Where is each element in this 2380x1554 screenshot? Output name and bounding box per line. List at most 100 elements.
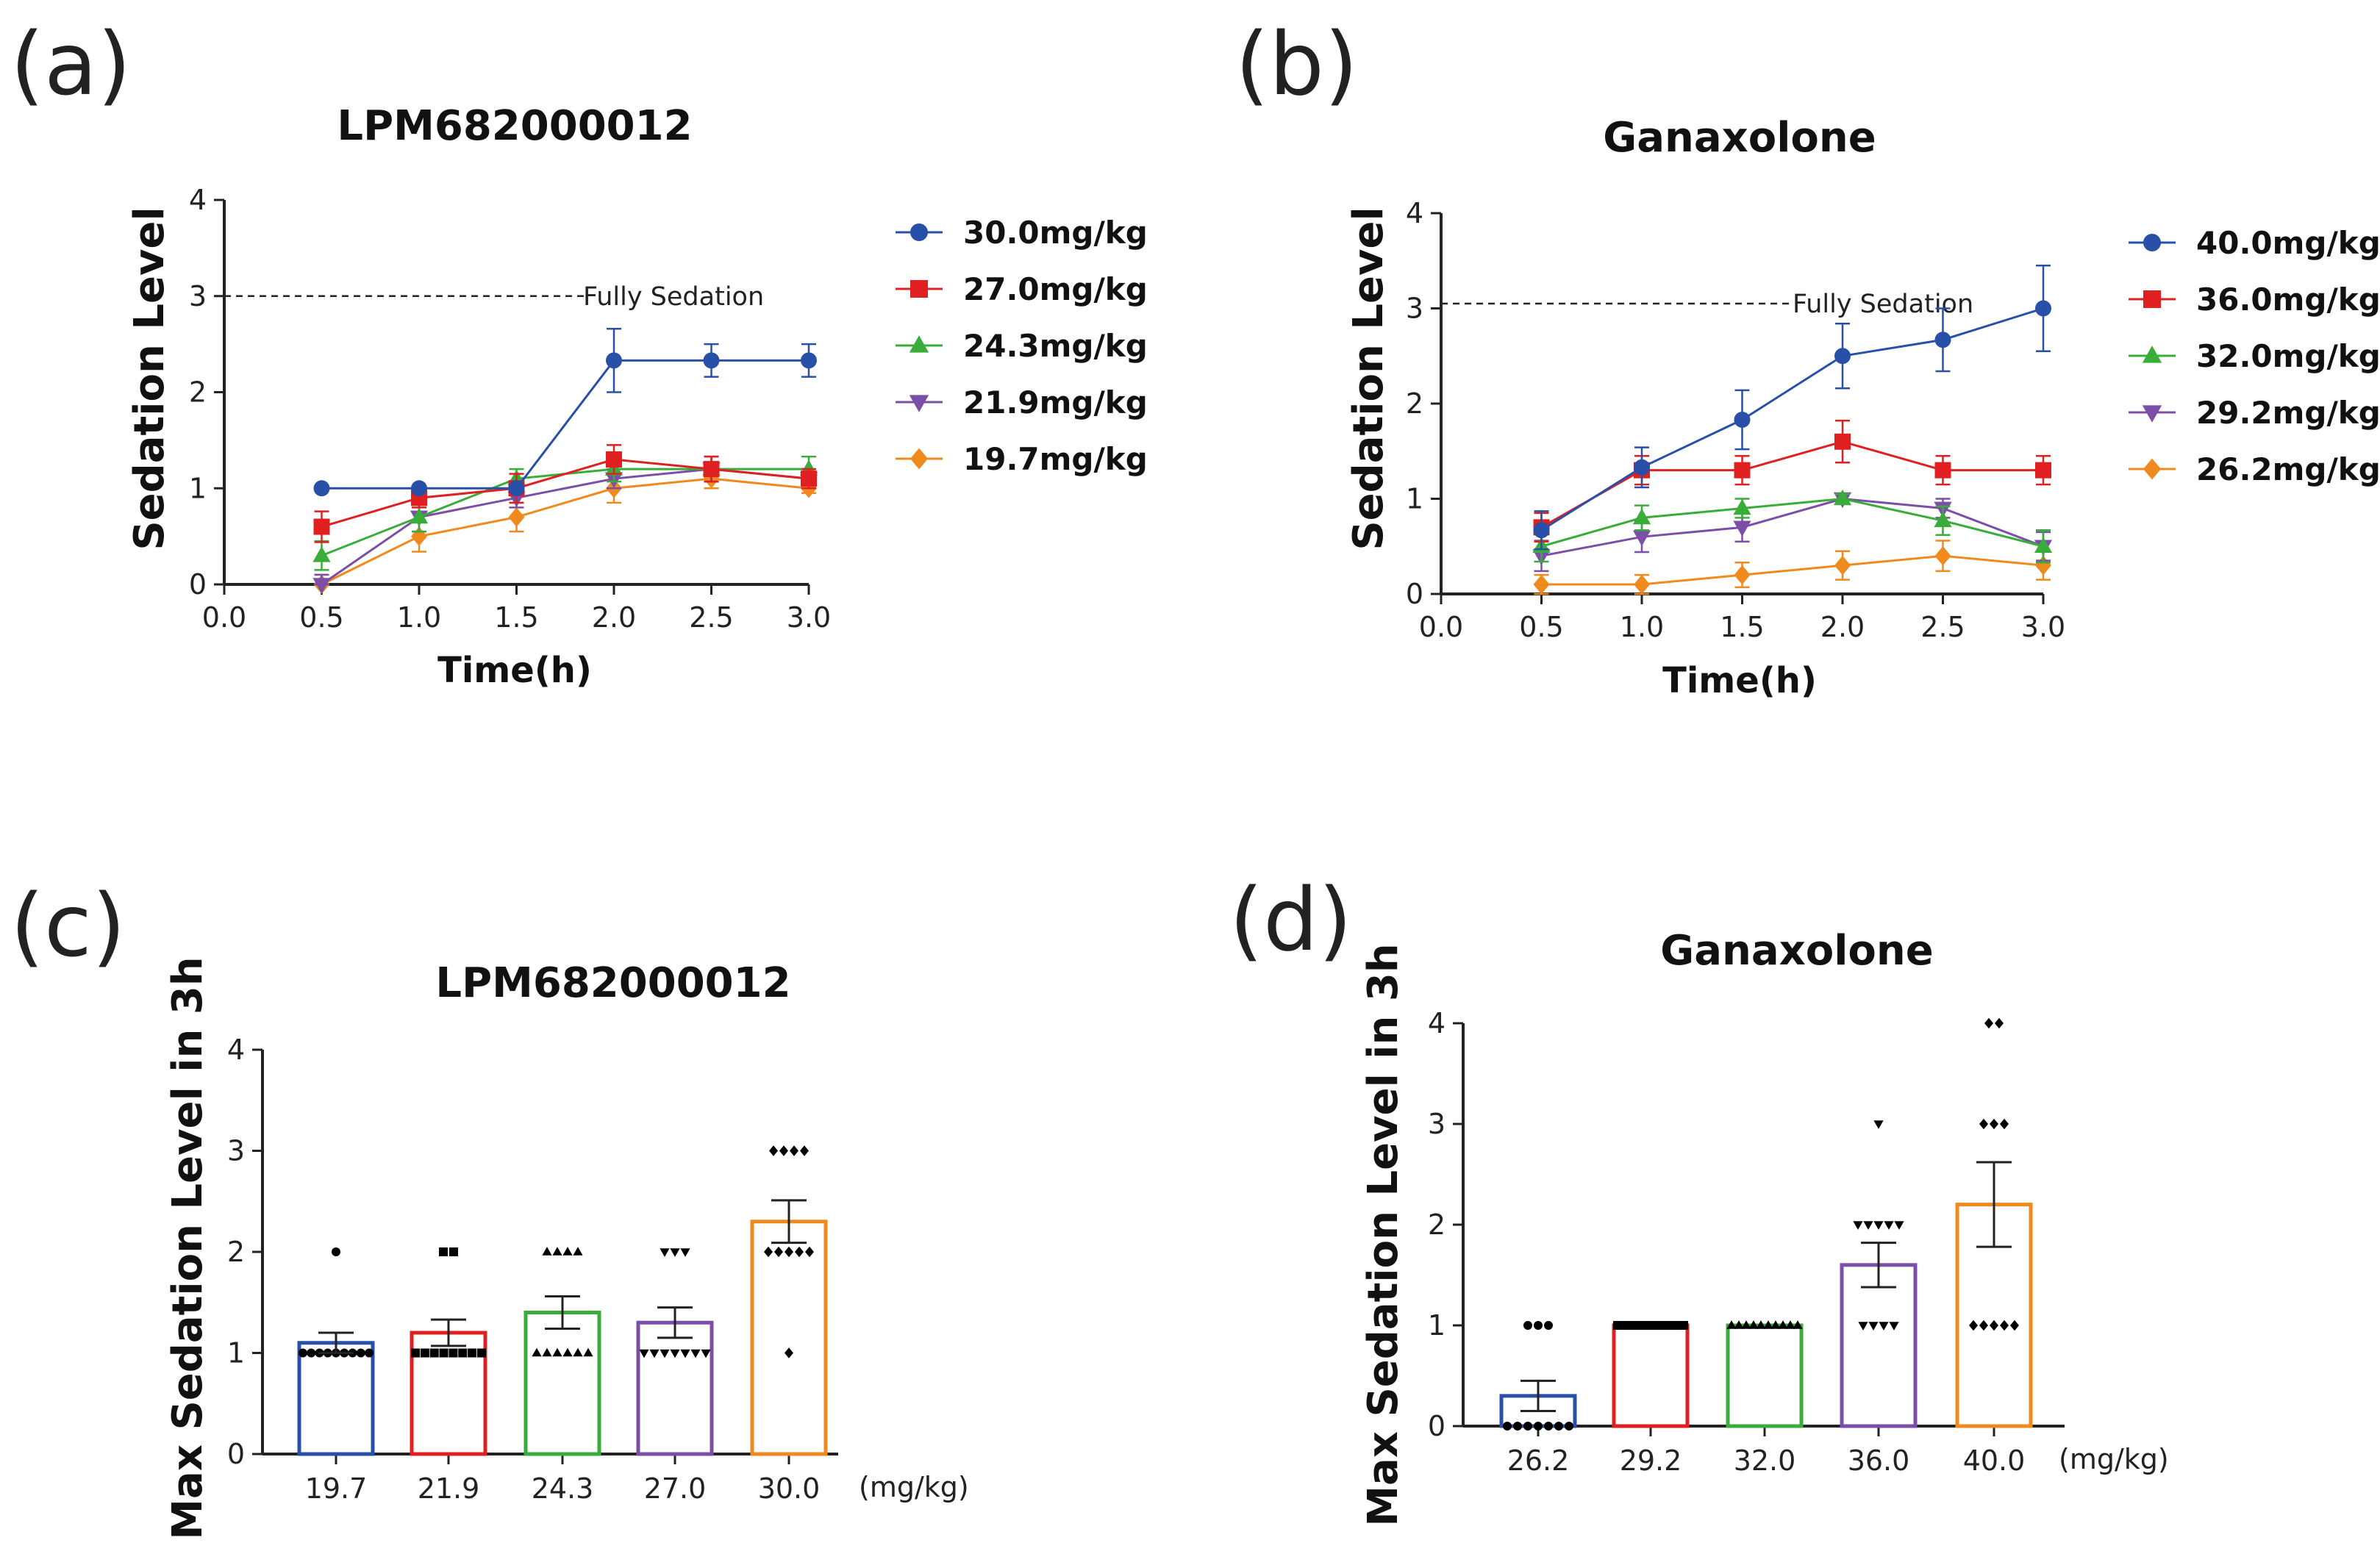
y-tick-label: 0 xyxy=(1428,1410,1445,1442)
individual-point xyxy=(1979,1118,1988,1130)
legend-marker xyxy=(909,395,929,412)
series-30.0mg/kg xyxy=(313,327,817,497)
individual-point xyxy=(1979,1320,1988,1331)
series-27.0mg/kg xyxy=(313,444,817,543)
data-point xyxy=(1533,574,1550,595)
bar-group-40.0: 40.0 xyxy=(1955,1017,2033,1477)
plot-area-b: 0 1 2 3 4 0.0 0.5 1.0 1.5 2.0 2.5 3.0 Fully Sedation xyxy=(1406,197,2065,643)
individual-point xyxy=(1995,1017,2004,1029)
individual-point xyxy=(1785,1320,1795,1329)
individual-point xyxy=(449,1348,458,1358)
y-tick-label: 4 xyxy=(189,184,207,216)
x-tick-label: 30.0 xyxy=(758,1472,821,1505)
x-tick-label: 2.5 xyxy=(689,601,733,634)
x-tick-label: 2.0 xyxy=(1820,611,1865,643)
legend-marker xyxy=(910,448,928,470)
panel-b: (b) Ganaxolone Sedation Level Time(h) 0 1… xyxy=(1235,13,2380,701)
individual-point xyxy=(439,1348,449,1358)
plot-area-a: 0 1 2 3 4 0.0 0.5 1.0 1.5 2.0 2.5 3.0 Fully Sedation xyxy=(189,184,831,634)
individual-point xyxy=(1894,1221,1904,1230)
individual-point xyxy=(690,1349,701,1358)
y-tick-label: 0 xyxy=(227,1438,245,1470)
x-unit-label: (mg/kg) xyxy=(2059,1443,2169,1475)
data-point xyxy=(1734,565,1751,585)
individual-point xyxy=(785,1347,793,1358)
x-tick-label: 0.5 xyxy=(299,601,343,634)
data-point xyxy=(312,546,331,562)
individual-point xyxy=(356,1348,365,1358)
y-tick-label: 2 xyxy=(1428,1209,1445,1241)
series-40.0mg/kg xyxy=(1533,264,2051,551)
individual-point xyxy=(1503,1422,1512,1431)
chart-title-d: Ganaxolone xyxy=(1660,927,1934,975)
legend-marker xyxy=(2142,405,2162,423)
bar xyxy=(523,1311,601,1456)
individual-point xyxy=(299,1348,307,1358)
individual-point xyxy=(1858,1322,1868,1331)
individual-point xyxy=(1523,1422,1532,1431)
individual-point xyxy=(1679,1321,1688,1330)
data-point xyxy=(606,352,622,369)
data-point xyxy=(411,480,427,497)
series-26.2mg/kg xyxy=(1533,540,2051,595)
y-tick-label: 1 xyxy=(189,472,207,504)
legend-marker xyxy=(910,223,928,241)
y-tick-label: 3 xyxy=(227,1135,245,1167)
y-tick-label: 3 xyxy=(1406,293,1423,325)
error-bar xyxy=(1976,1161,2012,1248)
individual-point xyxy=(1984,1017,1993,1029)
legend-label: 19.7mg/kg xyxy=(963,441,1148,477)
individual-point xyxy=(1763,1320,1773,1329)
legend-item: 36.0mg/kg xyxy=(2129,282,2380,318)
individual-point xyxy=(639,1349,649,1358)
y-tick-label: 4 xyxy=(227,1034,245,1066)
individual-point xyxy=(769,1145,778,1156)
individual-point xyxy=(660,1248,670,1257)
individual-point xyxy=(1873,1221,1884,1230)
individual-point xyxy=(1748,1320,1759,1329)
individual-point xyxy=(2000,1118,2009,1130)
data-point xyxy=(703,461,720,478)
individual-point xyxy=(680,1248,690,1257)
x-tick-label: 1.0 xyxy=(1620,611,1664,643)
x-tick-label: 27.0 xyxy=(644,1472,707,1505)
y-tick-label: 1 xyxy=(1428,1309,1445,1342)
individual-point xyxy=(552,1347,562,1357)
fully-sedation-label: Fully Sedation xyxy=(1793,290,1973,319)
y-axis-title-d: Max Sedation Level in 3h xyxy=(1359,943,1407,1526)
legend-marker xyxy=(2143,234,2161,251)
individual-point xyxy=(1665,1321,1673,1330)
individual-point xyxy=(701,1349,711,1358)
legend-marker xyxy=(2143,458,2161,480)
individual-point xyxy=(1554,1422,1563,1431)
x-tick-label: 0.5 xyxy=(1519,611,1563,643)
bar xyxy=(1726,1323,1804,1428)
legend-label: 30.0mg/kg xyxy=(963,215,1148,251)
individual-point xyxy=(1534,1321,1543,1330)
series-line xyxy=(321,477,810,586)
individual-point xyxy=(458,1348,468,1358)
legend-b: 40.0mg/kg 36.0mg/kg 32.0mg/kg 29.2mg/kg 26.2… xyxy=(2129,225,2380,487)
individual-point xyxy=(1879,1322,1889,1331)
legend-label: 27.0mg/kg xyxy=(963,271,1148,307)
individual-point xyxy=(562,1347,573,1357)
error-bar xyxy=(318,1331,354,1354)
x-tick-label: 32.0 xyxy=(1734,1444,1796,1477)
bar-group-19.7: 19.7 xyxy=(297,1247,375,1505)
series-line xyxy=(1541,497,2044,557)
individual-point xyxy=(1884,1221,1894,1230)
error-bar xyxy=(657,1306,693,1339)
individual-point xyxy=(1620,1321,1629,1330)
data-point xyxy=(508,507,525,527)
individual-point xyxy=(468,1348,477,1358)
x-tick-label: 36.0 xyxy=(1848,1444,1910,1477)
x-tick-label: 19.7 xyxy=(305,1472,368,1505)
error-bar xyxy=(1520,1379,1556,1412)
data-point xyxy=(1734,412,1751,429)
error-bar xyxy=(431,1318,466,1347)
individual-point xyxy=(1990,1320,1998,1331)
individual-point xyxy=(795,1246,804,1258)
individual-point xyxy=(764,1246,773,1258)
fully-sedation-label: Fully Sedation xyxy=(583,282,764,312)
individual-point xyxy=(1672,1321,1681,1330)
